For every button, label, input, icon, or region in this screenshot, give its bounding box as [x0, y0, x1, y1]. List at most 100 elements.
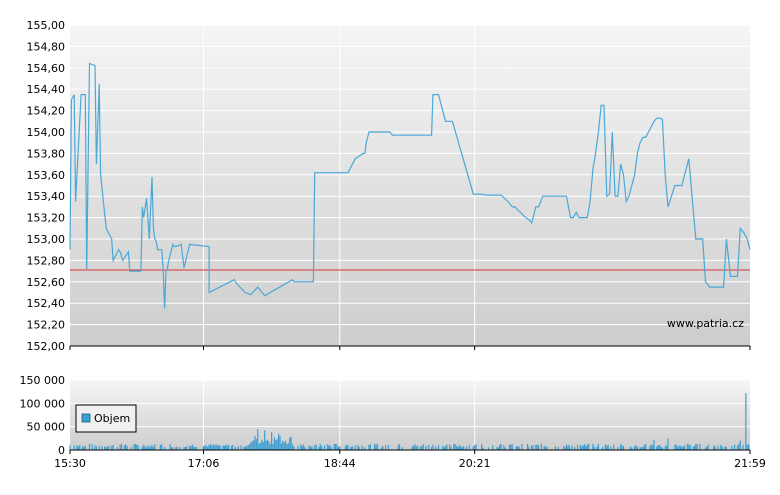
volume-bar [287, 443, 289, 450]
volume-bar [111, 445, 113, 450]
volume-bar [631, 447, 633, 450]
volume-bar [293, 446, 295, 450]
volume-bar [368, 444, 370, 450]
volume-grid [70, 379, 750, 450]
volume-bar [101, 446, 103, 450]
volume-bar [449, 444, 451, 450]
volume-bar [145, 447, 148, 450]
volume-x-axis: 15:30 17:06 18:44 20:21 21:59 [54, 450, 766, 470]
volume-bar [681, 446, 683, 450]
volume-bar [713, 445, 715, 450]
volume-bar [364, 447, 366, 450]
volume-bar [667, 438, 669, 450]
x-tick-label: 18:44 [324, 457, 356, 470]
volume-bar [261, 439, 263, 450]
price-y-tick-label: 154,40 [27, 83, 66, 96]
volume-bar [411, 446, 413, 450]
volume-bar [328, 445, 330, 450]
volume-bar [499, 444, 501, 450]
volume-bar [675, 444, 677, 450]
volume-bar [500, 443, 502, 450]
volume-bar [734, 444, 736, 450]
volume-bar [375, 444, 377, 450]
volume-bar [77, 446, 79, 450]
volume-bar [665, 445, 668, 450]
volume-bar [339, 446, 341, 450]
volume-bar [279, 435, 281, 450]
volume-bar [358, 447, 360, 450]
volume-bar [414, 444, 416, 450]
price-y-tick-label: 153,40 [27, 190, 66, 203]
volume-bar [351, 446, 353, 450]
volume-bar [169, 444, 171, 450]
volume-bar [557, 446, 559, 450]
price-x-tickmarks [69, 346, 751, 350]
volume-bar [461, 447, 463, 450]
volume-bar [706, 446, 708, 450]
volume-bar [585, 445, 587, 450]
volume-bar [207, 447, 209, 450]
volume-bar [565, 444, 568, 450]
volume-bar [554, 446, 556, 450]
price-plot-area [70, 25, 750, 346]
volume-bar [639, 447, 641, 450]
volume-bar [508, 444, 511, 450]
volume-bar [586, 444, 588, 450]
volume-bar [308, 445, 310, 450]
volume-bar [134, 443, 136, 450]
volume-bar [286, 444, 288, 450]
volume-bar [104, 446, 106, 450]
volume-bar [588, 443, 590, 450]
volume-bar [83, 446, 85, 450]
volume-bar [635, 444, 637, 450]
volume-bar [412, 445, 415, 450]
volume-bar [736, 445, 739, 450]
volume-bar [193, 446, 195, 450]
volume-bar [679, 445, 682, 450]
volume-bar [574, 447, 576, 450]
volume-bar [532, 445, 534, 450]
volume-bar [465, 446, 467, 450]
volume-bar [243, 446, 245, 450]
volume-bar [720, 444, 722, 450]
volume-bar [650, 444, 652, 450]
volume-bar [601, 446, 604, 450]
volume-bar [232, 444, 234, 450]
volume-bar [528, 446, 530, 450]
volume-bar [337, 447, 339, 450]
volume-bar [147, 445, 149, 450]
volume-bar [417, 445, 419, 450]
volume-bar [564, 447, 566, 450]
volume-bar [657, 445, 659, 450]
volume-bar [636, 446, 638, 450]
volume-bar [280, 443, 282, 450]
volume-bar [186, 445, 188, 450]
volume-bar [592, 443, 594, 450]
volume-bar [731, 445, 733, 450]
volume-bar [144, 446, 146, 450]
price-y-tick-label: 154,00 [27, 126, 66, 139]
volume-bar [291, 444, 294, 450]
volume-y-tick-label: 0 [58, 444, 65, 457]
volume-bar [472, 446, 474, 450]
volume-bar [659, 444, 661, 450]
volume-bar [329, 445, 331, 450]
volume-bar [504, 447, 506, 450]
volume-bar [136, 444, 138, 450]
volume-bar [536, 444, 538, 450]
volume-bar [475, 444, 477, 450]
volume-bar [284, 440, 287, 450]
volume-bar [373, 443, 376, 450]
volume-bar [226, 445, 228, 450]
volume-bar [688, 444, 690, 450]
price-grid [70, 24, 750, 346]
volume-bar [301, 446, 303, 450]
price-y-tick-label: 153,00 [27, 233, 66, 246]
price-y-axis: 152,00 152,20 152,40 152,60 152,80 153,00 153,… [27, 19, 66, 353]
volume-bar [640, 447, 643, 450]
volume-bar [255, 439, 257, 450]
volume-bar [215, 444, 217, 450]
volume-bars [69, 393, 750, 450]
price-y-tick-label: 152,00 [27, 340, 66, 353]
